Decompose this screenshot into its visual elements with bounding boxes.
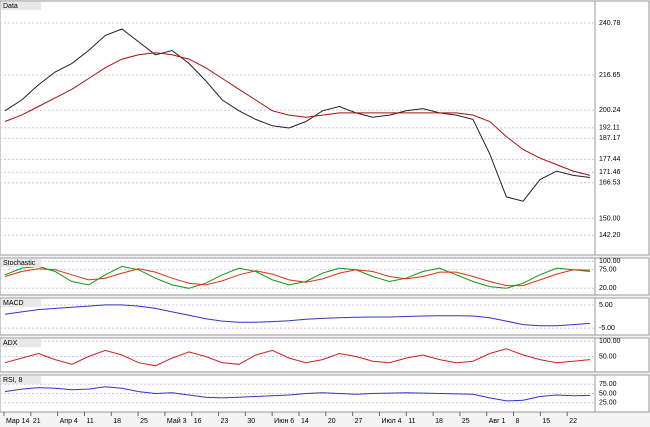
panel-title: ADX — [3, 340, 18, 347]
time-label: 22 — [569, 418, 577, 425]
price-axis — [594, 297, 650, 336]
y-tick-label: 142.20 — [599, 232, 621, 239]
time-label: 30 — [247, 418, 255, 425]
time-label: Мар 14 — [6, 418, 30, 425]
price-axis — [594, 374, 650, 413]
time-label: 23 — [221, 418, 229, 425]
time-label: 18 — [113, 418, 121, 425]
time-label: 18 — [435, 418, 443, 425]
panel-title-bg — [1, 376, 41, 384]
time-label: 16 — [194, 418, 202, 425]
series-line — [4, 265, 591, 289]
time-label: Май 3 — [167, 417, 187, 425]
panel — [0, 337, 596, 373]
y-tick-label: 75.00 — [599, 381, 617, 388]
y-tick-label: 100.00 — [599, 258, 621, 265]
y-tick-label: 192.11 — [599, 125, 620, 132]
y-tick-label: 5.00 — [599, 302, 613, 309]
price-axis — [594, 257, 650, 296]
time-label: 25 — [140, 418, 148, 425]
y-tick-label: 177.44 — [599, 156, 621, 163]
y-tick-label: 166.53 — [599, 180, 621, 187]
panel-title: Stochastic — [3, 260, 36, 267]
y-tick-label: 216.65 — [599, 72, 621, 79]
time-label: 21 — [33, 418, 41, 425]
series-line — [4, 348, 591, 367]
time-label: 27 — [355, 418, 363, 425]
y-tick-label: -5.00 — [599, 325, 615, 332]
y-tick-label: 200.24 — [599, 107, 621, 114]
time-label: Июн 6 — [274, 418, 294, 425]
panel-title-bg — [1, 259, 41, 267]
time-label: Авг 1 — [489, 418, 506, 425]
series-line — [4, 304, 591, 327]
panel — [0, 257, 596, 296]
time-label: 8 — [516, 418, 520, 425]
y-tick-label: 100.00 — [599, 338, 621, 345]
time-label: Июл 4 — [381, 418, 401, 425]
time-label: 11 — [408, 418, 415, 425]
time-label: 20 — [328, 418, 336, 425]
time-label: 25 — [462, 418, 470, 425]
y-tick-label: 187.17 — [599, 135, 621, 142]
y-tick-label: 150.00 — [599, 215, 621, 222]
y-tick-label: 50.00 — [599, 390, 617, 397]
panel-title: MACD — [3, 300, 24, 307]
price-axis — [594, 337, 650, 373]
panel-title: Data — [3, 3, 18, 10]
panel-title: RSI, 8 — [3, 377, 23, 384]
time-label: 11 — [86, 418, 93, 425]
y-tick-label: 75.00 — [599, 267, 617, 274]
y-tick-label: 240.78 — [599, 20, 621, 27]
time-label: 14 — [301, 418, 309, 425]
y-tick-label: 20.00 — [599, 285, 617, 292]
y-tick-label: 171.46 — [599, 169, 621, 176]
panel-title-bg — [1, 2, 41, 10]
series-line — [4, 386, 591, 402]
price-axis — [594, 0, 650, 256]
panel-title-bg — [1, 339, 41, 347]
time-label: 15 — [542, 418, 550, 425]
panel-title-bg — [1, 299, 41, 307]
panel — [0, 297, 596, 336]
y-tick-label: 25.00 — [599, 400, 617, 407]
series-line — [4, 268, 591, 287]
series-line — [4, 52, 591, 176]
series-line — [4, 28, 591, 202]
time-label: Апр 4 — [60, 418, 78, 425]
y-tick-label: 50.00 — [599, 353, 617, 360]
